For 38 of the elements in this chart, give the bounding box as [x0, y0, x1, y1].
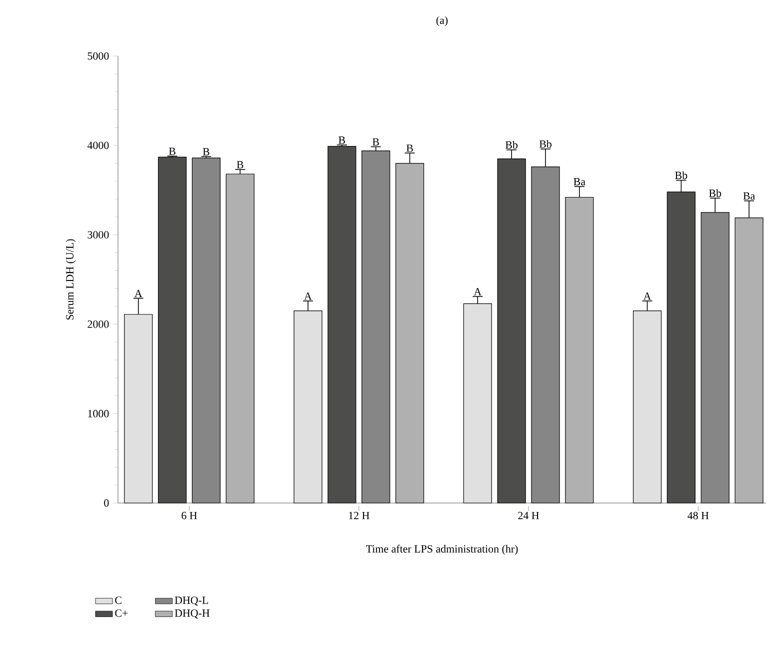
y-tick-label: 2000 — [88, 320, 109, 328]
bar — [226, 174, 254, 504]
x-tick-label: 6 H — [182, 512, 197, 520]
x-tick-label: 24 H — [518, 512, 540, 520]
data-label: Bb — [505, 140, 518, 149]
y-axis-title: Serum LDH (U/L) — [66, 239, 76, 320]
legend-label: C+ — [115, 609, 128, 617]
y-tick-label: 1000 — [88, 410, 109, 418]
x-axis-title: Time after LPS administration (hr) — [366, 544, 518, 555]
data-label: Ba — [743, 192, 755, 200]
y-tick-label: 4000 — [87, 142, 109, 150]
data-label: B — [406, 144, 413, 152]
data-label: A — [474, 288, 482, 296]
legend-label: DHQ-H — [174, 609, 210, 619]
data-label: Ba — [574, 178, 586, 186]
data-label: Bb — [675, 171, 688, 180]
chart-title: (a) — [436, 16, 448, 26]
bar — [362, 150, 390, 504]
y-tick-label: 0 — [104, 499, 109, 507]
x-tick-label: 48 H — [688, 512, 709, 520]
data-label: A — [643, 292, 652, 300]
legend-label: DHQ-L — [174, 596, 208, 606]
data-label: B — [338, 136, 346, 144]
x-tick-label: 12 H — [349, 512, 370, 520]
legend-label: C — [115, 596, 122, 604]
bar — [158, 156, 187, 504]
data-label: B — [236, 161, 244, 168]
data-label: B — [202, 148, 210, 156]
data-label: B — [168, 148, 176, 155]
y-tick-label: 5000 — [88, 52, 109, 60]
data-label: B — [372, 138, 379, 146]
y-tick-label: 3000 — [88, 231, 109, 238]
data-label: A — [304, 292, 312, 300]
bar — [328, 146, 356, 504]
data-label: Bb — [539, 140, 552, 148]
data-label: Bb — [709, 189, 722, 197]
data-label: A — [134, 290, 142, 298]
bar — [192, 158, 221, 504]
